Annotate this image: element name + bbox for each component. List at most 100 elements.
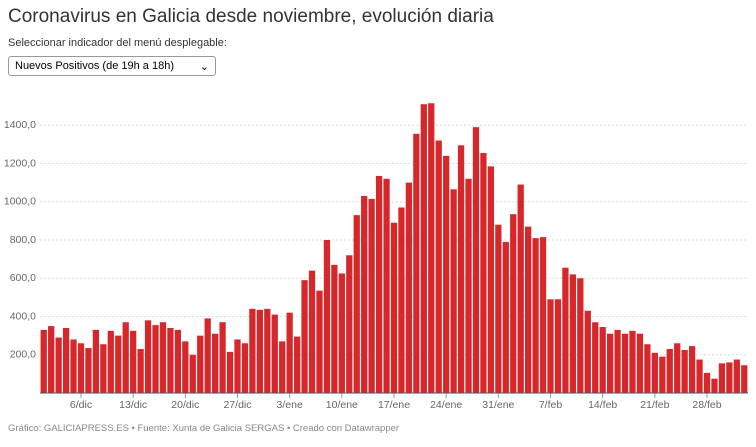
x-tick-label: 14/feb: [588, 399, 617, 411]
bar: [152, 325, 159, 393]
bar: [130, 330, 137, 393]
bar: [562, 267, 569, 393]
bar: [77, 343, 85, 393]
bar: [40, 329, 47, 393]
bar: [629, 330, 636, 393]
bar: [569, 274, 576, 393]
dropdown-arrow: ⌄: [199, 60, 209, 73]
bar: [174, 329, 182, 393]
bar: [279, 341, 286, 393]
bar: [137, 349, 144, 393]
bar: [525, 226, 532, 393]
dropdown[interactable]: Nuevos Positivos (de 19h a 18h) ⌄: [8, 56, 216, 76]
bar: [293, 336, 301, 393]
bar: [636, 333, 644, 393]
bar: [331, 264, 338, 393]
bar: [308, 270, 316, 393]
bar: [592, 322, 599, 393]
bar: [346, 255, 353, 393]
subtitle: Seleccionar indicador del menú desplegab…: [8, 37, 227, 49]
bar: [539, 237, 547, 393]
bar: [577, 278, 584, 393]
y-tick-label: 400,0: [10, 310, 36, 322]
bar: [718, 363, 726, 393]
bar: [264, 308, 271, 393]
bar: [681, 349, 688, 393]
bar: [182, 341, 189, 393]
bar: [167, 327, 174, 393]
x-tick-label: 3/ene: [277, 399, 303, 411]
x-tick-label: 21/feb: [640, 399, 669, 411]
bar: [443, 155, 450, 393]
bar: [353, 215, 360, 393]
bar: [502, 241, 509, 393]
bar: [584, 310, 591, 393]
bar: [651, 352, 658, 393]
bar: [48, 326, 55, 393]
bar: [688, 346, 696, 393]
x-tick-label: 6/dic: [70, 399, 92, 411]
bar: [644, 344, 651, 393]
x-tick-label: 7/feb: [539, 399, 563, 411]
x-tick-label: 20/dic: [171, 399, 199, 411]
bar: [450, 189, 457, 393]
bar: [420, 104, 427, 394]
bar: [234, 339, 241, 393]
x-tick-label: 17/ene: [378, 399, 410, 411]
bar: [383, 178, 390, 393]
bar: [107, 330, 114, 393]
bar: [480, 152, 487, 393]
bar: [741, 365, 748, 393]
bar: [100, 344, 107, 393]
y-tick-label: 1200,0: [4, 157, 36, 169]
bar: [599, 327, 606, 393]
bar: [465, 178, 472, 393]
bar: [398, 207, 405, 393]
bar: [435, 140, 442, 393]
bar: [405, 182, 413, 393]
bar: [256, 309, 263, 393]
bar: [614, 329, 621, 393]
bar: [338, 273, 345, 393]
bar: [368, 198, 375, 393]
bar: [361, 196, 368, 393]
bar: [554, 299, 562, 393]
bar: [532, 238, 539, 393]
bar: [323, 240, 331, 393]
bar: [241, 343, 249, 393]
bar: [159, 322, 167, 393]
bar: [286, 312, 293, 393]
bar: [55, 337, 62, 393]
x-tick-label: 13/dic: [119, 399, 147, 411]
bar: [375, 175, 383, 393]
bar: [457, 145, 465, 393]
x-tick-label: 27/dic: [223, 399, 251, 411]
bar: [711, 378, 718, 393]
dropdown-value: Nuevos Positivos (de 19h a 18h): [15, 60, 174, 72]
bar: [733, 359, 740, 393]
y-tick-label: 600,0: [10, 272, 36, 284]
bar: [85, 348, 92, 393]
x-tick-label: 10/ene: [326, 399, 358, 411]
bar: [212, 333, 219, 393]
bar: [517, 184, 524, 393]
bar: [115, 335, 122, 393]
bar: [219, 322, 226, 393]
bar: [197, 335, 204, 393]
y-tick-label: 1000,0: [4, 196, 36, 208]
bar: [606, 333, 614, 393]
bar: [316, 290, 323, 393]
bar: [390, 222, 398, 393]
footer: Gráfico: GALICIAPRESS.ES • Fuente: Xunta…: [8, 423, 400, 434]
y-tick-label: 200,0: [10, 349, 36, 361]
bar: [666, 349, 673, 393]
bar: [495, 224, 502, 393]
y-tick-label: 800,0: [10, 234, 36, 246]
bar: [144, 320, 152, 393]
bar: [547, 299, 554, 393]
bar: [189, 354, 196, 393]
x-tick-label: 24/ene: [430, 399, 462, 411]
bar: [487, 166, 495, 393]
